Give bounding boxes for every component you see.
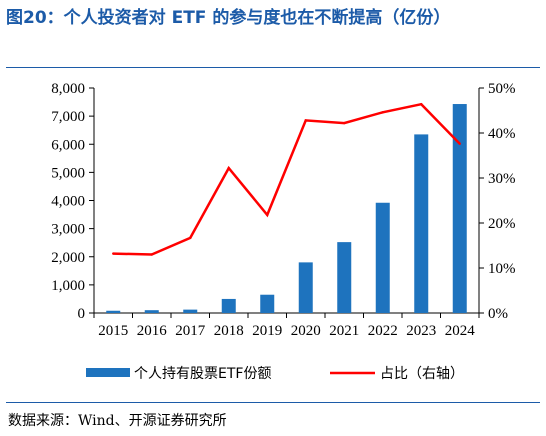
line-point <box>189 236 192 240</box>
source-note: 数据来源：Wind、开源证券研究所 <box>8 413 227 429</box>
y-left-tick-label: 7,000 <box>51 109 85 125</box>
bar <box>144 310 159 313</box>
x-tick-label: 2016 <box>137 323 168 339</box>
bar <box>414 134 429 313</box>
y-left-tick-label: 2,000 <box>51 250 85 266</box>
x-tick-label: 2021 <box>329 323 359 339</box>
line-point <box>112 252 115 255</box>
chart-axes: 0 1,000 2,000 3,000 4,000 5,000 6,000 7,000 8,00… <box>51 81 515 339</box>
y-left-tick-label: 4,000 <box>51 194 85 210</box>
bar <box>298 262 313 313</box>
y-right-tick-label: 50% <box>488 81 516 97</box>
x-tick-label: 2023 <box>406 323 436 339</box>
bar <box>183 309 198 313</box>
line-point <box>381 111 384 114</box>
bar <box>452 104 467 313</box>
y-left-tick-label: 0 <box>78 306 86 322</box>
chart-legend: 个人持有股票ETF份额 占比（右轴） <box>86 366 464 382</box>
x-tick-label: 2015 <box>98 323 128 339</box>
y-left-tick-label: 6,000 <box>51 137 85 153</box>
line-point <box>458 142 461 145</box>
source-divider <box>6 402 540 403</box>
y-right-tick-label: 30% <box>488 171 516 187</box>
line-point <box>420 103 423 106</box>
title-divider <box>6 67 540 68</box>
line-point <box>304 119 307 122</box>
series-line <box>113 102 461 256</box>
y-right-tick-label: 40% <box>488 126 516 142</box>
y-left-tick-label: 1,000 <box>51 278 85 294</box>
line-series <box>112 102 461 256</box>
bar <box>106 310 121 313</box>
bar <box>337 242 352 313</box>
bar-series <box>106 104 467 313</box>
x-tick-label: 2024 <box>445 323 476 339</box>
legend-bar-swatch <box>86 368 130 377</box>
line-point <box>343 121 346 125</box>
x-tick-label: 2019 <box>252 323 282 339</box>
line-point <box>266 213 269 217</box>
y-left-tick-label: 8,000 <box>51 81 85 97</box>
legend-line-label: 占比（右轴） <box>380 366 464 382</box>
y-right-tick-label: 10% <box>488 261 516 277</box>
bar <box>221 298 236 313</box>
y-right-tick-label: 0% <box>488 306 508 322</box>
x-tick-label: 2017 <box>175 323 206 339</box>
bar <box>375 202 390 313</box>
x-tick-label: 2018 <box>214 323 244 339</box>
line-point <box>150 253 153 256</box>
bar <box>260 294 275 313</box>
y-right-tick-label: 20% <box>488 216 516 232</box>
x-tick-label: 2020 <box>291 323 321 339</box>
chart-title: 图20：个人投资者对 ETF 的参与度也在不断提高（亿份） <box>6 8 451 28</box>
y-left-tick-label: 5,000 <box>51 165 85 181</box>
x-tick-label: 2022 <box>368 323 398 339</box>
legend-bar-label: 个人持有股票ETF份额 <box>134 366 271 382</box>
line-point <box>227 166 230 170</box>
y-left-tick-label: 3,000 <box>51 222 85 238</box>
